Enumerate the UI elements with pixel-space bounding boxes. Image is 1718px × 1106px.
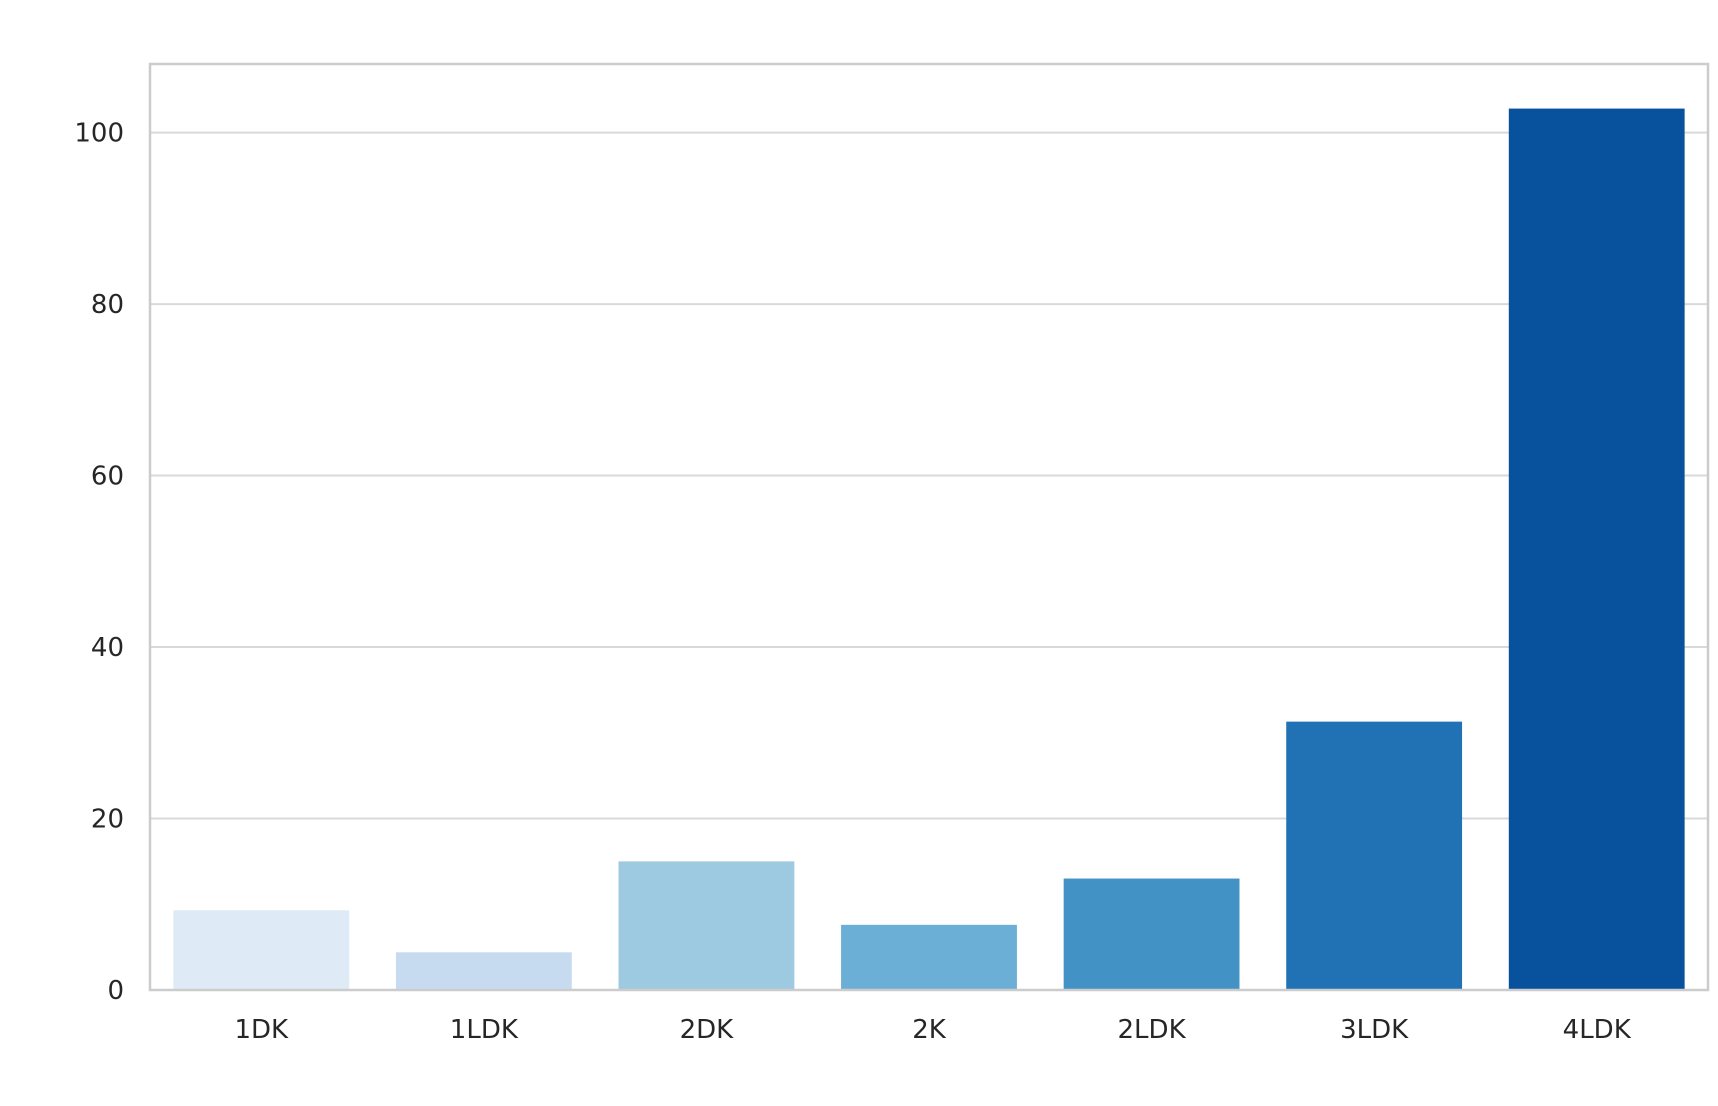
bar-3LDK [1286, 721, 1463, 990]
x-tick-label: 1LDK [450, 1015, 519, 1045]
y-axis-ticks: 0 20 40 60 80 100 [74, 119, 124, 1006]
bar-1LDK [395, 952, 572, 990]
y-tick-label: 20 [91, 805, 124, 835]
y-tick-label: 80 [91, 290, 124, 320]
x-axis-ticks: 1DK 1LDK 2DK 2K 2LDK 3LDK 4LDK [234, 1015, 1631, 1045]
bar-2LDK [1063, 878, 1240, 990]
y-tick-label: 100 [74, 119, 124, 149]
plot-frame [148, 62, 1710, 992]
x-tick-label: 4LDK [1563, 1015, 1632, 1045]
bar-2K [841, 924, 1017, 990]
bar-4LDK [1508, 108, 1685, 990]
x-tick-label: 2DK [680, 1015, 735, 1045]
gridlines [150, 131, 1708, 820]
y-tick-label: 60 [91, 462, 124, 492]
bar-1DK [173, 910, 350, 990]
x-tick-label: 2LDK [1118, 1015, 1187, 1045]
x-tick-label: 3LDK [1340, 1015, 1409, 1045]
y-tick-label: 0 [107, 976, 124, 1006]
x-tick-label: 2K [912, 1015, 947, 1045]
bars [173, 108, 1685, 990]
x-tick-label: 1DK [234, 1015, 289, 1045]
bar-2DK [618, 861, 795, 990]
y-tick-label: 40 [91, 633, 124, 663]
